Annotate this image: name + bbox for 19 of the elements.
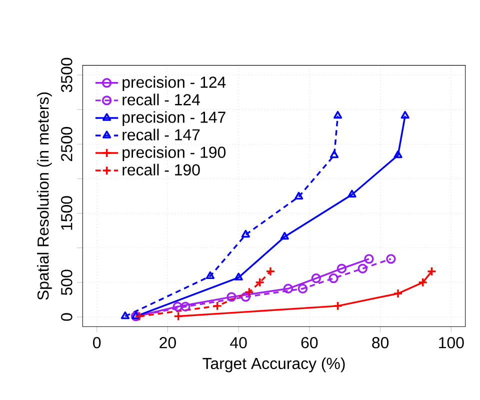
x-tick-label: 20: [160, 337, 176, 348]
x-axis-title: Target Accuracy (%): [202, 357, 345, 372]
x-tick-label: 0: [93, 337, 101, 348]
y-tick-label: 1500: [61, 196, 72, 230]
y-axis-title: Spatial Resolution (in meters): [37, 92, 52, 300]
legend-label: recall - 124: [122, 94, 200, 106]
y-tick-label: 500: [61, 270, 72, 296]
y-tick-label: 3500: [61, 58, 72, 92]
x-tick-label: 60: [301, 337, 318, 348]
legend-label: recall - 190: [122, 164, 200, 176]
legend-label: precision - 124: [122, 76, 226, 91]
y-tick-label: 2500: [61, 127, 72, 162]
x-tick-label: 80: [372, 337, 389, 348]
x-tick-label: 100: [439, 337, 464, 348]
x-tick-label: 40: [230, 337, 247, 348]
y-tick-label: 0: [61, 313, 72, 321]
legend-label: precision - 190: [122, 146, 226, 162]
legend-label: recall - 147: [122, 128, 200, 140]
legend-label: precision - 147: [122, 111, 226, 126]
